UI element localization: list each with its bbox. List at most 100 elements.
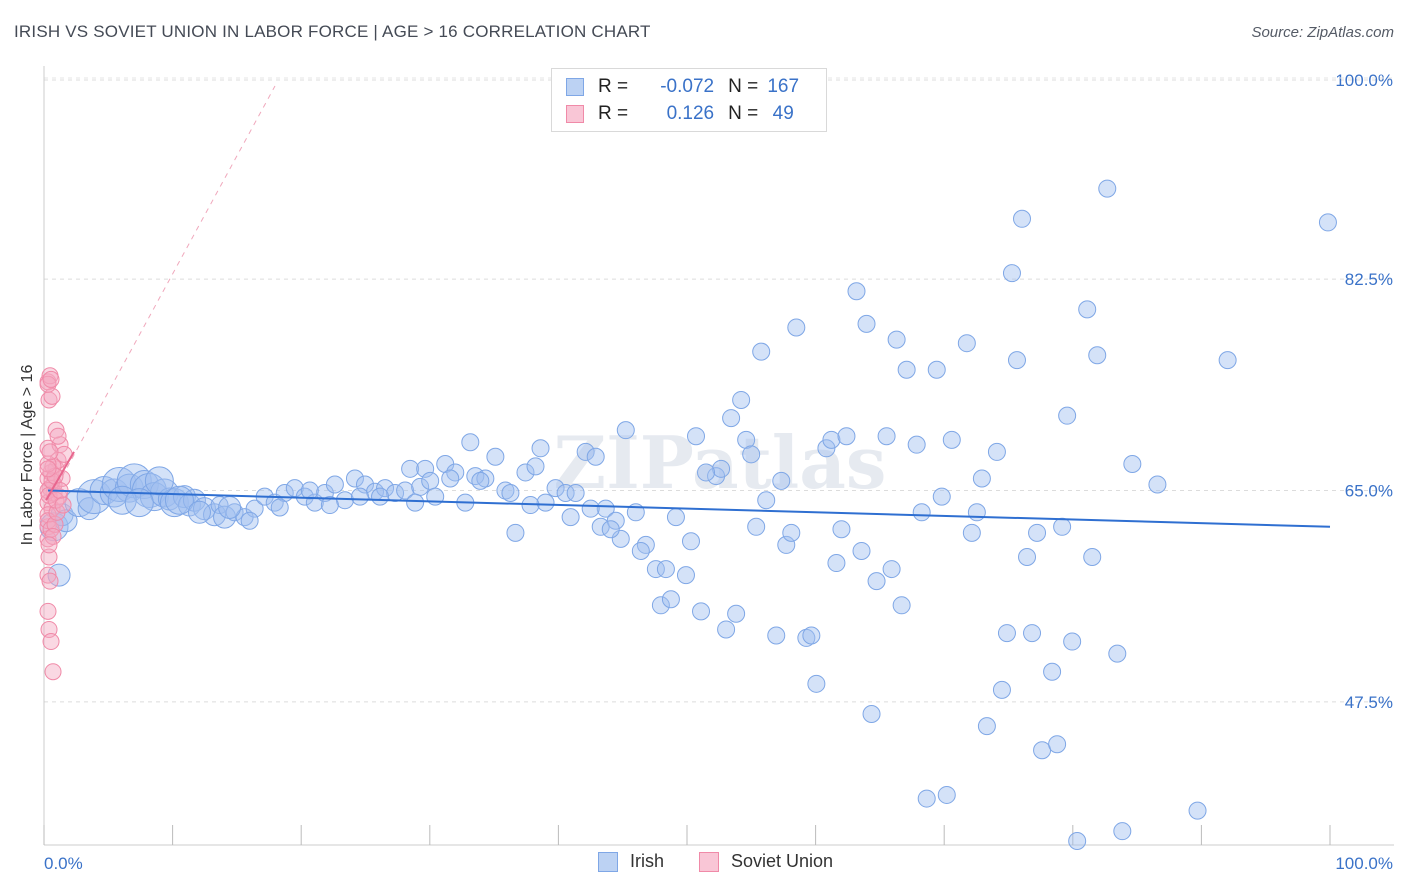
irish-point xyxy=(320,496,339,515)
soviet-legend-label: Soviet Union xyxy=(731,851,834,871)
irish-point xyxy=(1002,264,1021,283)
irish-point xyxy=(992,680,1011,699)
irish-point xyxy=(159,488,189,518)
legend-row-soviet: R = 0.126 N = 49 xyxy=(566,101,808,127)
irish-point xyxy=(897,360,916,379)
bottom-legend-soviet[interactable]: Soviet Union xyxy=(699,851,833,872)
y-tick-label: 100.0% xyxy=(1335,71,1393,90)
irish-trend-line xyxy=(47,489,1331,528)
irish-point xyxy=(882,560,901,579)
irish-point xyxy=(1318,213,1337,232)
irish-point xyxy=(747,517,766,536)
irish-point xyxy=(486,447,505,466)
bottom-legend-irish[interactable]: Irish xyxy=(598,851,664,872)
irish-point xyxy=(240,511,259,530)
stats-legend: R = -0.072 N = 167 R = 0.126 N = 49 xyxy=(551,68,827,132)
soviet-swatch xyxy=(566,105,584,123)
irish-point xyxy=(225,503,244,522)
irish-point xyxy=(1078,300,1097,319)
y-tick-label: 65.0% xyxy=(1345,482,1393,501)
irish-point xyxy=(777,535,796,554)
irish-point xyxy=(1033,741,1052,760)
irish-point xyxy=(1058,406,1077,425)
irish-point xyxy=(611,529,630,548)
soviet-point xyxy=(42,633,60,651)
irish-point xyxy=(1083,547,1102,566)
irish-point xyxy=(656,560,675,579)
irish-point xyxy=(566,483,585,502)
soviet-point xyxy=(41,572,59,590)
irish-point xyxy=(581,499,600,518)
irish-point xyxy=(977,717,996,736)
irish-point xyxy=(536,493,555,512)
irish-point xyxy=(972,469,991,488)
irish-point xyxy=(355,475,374,494)
irish-point xyxy=(441,469,460,488)
irish-point xyxy=(446,463,465,482)
irish-point xyxy=(912,503,931,522)
irish-point xyxy=(1028,523,1047,542)
irish-point xyxy=(1007,351,1026,370)
irish-point xyxy=(471,471,490,490)
irish-point xyxy=(396,481,415,500)
irish-point xyxy=(616,421,635,440)
soviet-point xyxy=(41,443,59,461)
irish-legend-label: Irish xyxy=(630,851,665,871)
irish-point xyxy=(797,628,816,647)
irish-point xyxy=(852,541,871,560)
irish-point xyxy=(300,481,319,500)
irish-point xyxy=(666,508,685,527)
irish-point xyxy=(1023,624,1042,643)
irish-point xyxy=(997,624,1016,643)
irish-point xyxy=(596,499,615,518)
irish-point xyxy=(631,541,650,560)
irish-point xyxy=(576,442,595,461)
irish-point xyxy=(561,508,580,527)
soviet-point xyxy=(44,663,62,681)
irish-point xyxy=(867,572,886,591)
irish-point xyxy=(942,430,961,449)
irish-point xyxy=(752,342,771,361)
x-tick-label: 0.0% xyxy=(44,854,83,873)
irish-point xyxy=(401,459,420,478)
irish-point xyxy=(987,442,1006,461)
irish-point xyxy=(245,499,264,518)
irish-point xyxy=(681,532,700,551)
legend-r-label: R = xyxy=(598,76,629,97)
irish-point xyxy=(822,430,841,449)
irish-point xyxy=(586,447,605,466)
irish-point xyxy=(917,789,936,808)
irish-point xyxy=(837,427,856,446)
soviet-point xyxy=(54,496,72,514)
irish-point xyxy=(371,487,390,506)
irish-legend-swatch xyxy=(598,851,618,872)
irish-point xyxy=(506,523,525,542)
irish-point xyxy=(862,705,881,724)
irish-point xyxy=(832,520,851,539)
legend-irish-r: -0.072 xyxy=(660,76,715,97)
soviet-point xyxy=(39,518,57,536)
irish-point xyxy=(187,500,211,524)
soviet-point xyxy=(40,548,58,566)
irish-point xyxy=(606,511,625,530)
irish-point xyxy=(144,466,174,496)
irish-point xyxy=(847,282,866,301)
irish-point xyxy=(265,493,284,512)
soviet-trend-line xyxy=(45,451,75,501)
irish-point xyxy=(727,604,746,623)
irish-point xyxy=(54,509,78,533)
irish-point xyxy=(335,491,354,510)
irish-point xyxy=(350,487,369,506)
irish-point xyxy=(203,503,227,527)
irish-point xyxy=(767,626,786,645)
irish-point xyxy=(421,471,440,490)
irish-point xyxy=(817,439,836,458)
source-credit: Source: ZipAtlas.com xyxy=(1251,24,1394,41)
irish-point xyxy=(1113,822,1132,841)
irish-point xyxy=(892,596,911,615)
irish-point xyxy=(516,463,535,482)
irish-point xyxy=(1043,662,1062,681)
irish-point xyxy=(496,481,515,500)
irish-point xyxy=(1013,209,1032,228)
irish-point xyxy=(345,469,364,488)
